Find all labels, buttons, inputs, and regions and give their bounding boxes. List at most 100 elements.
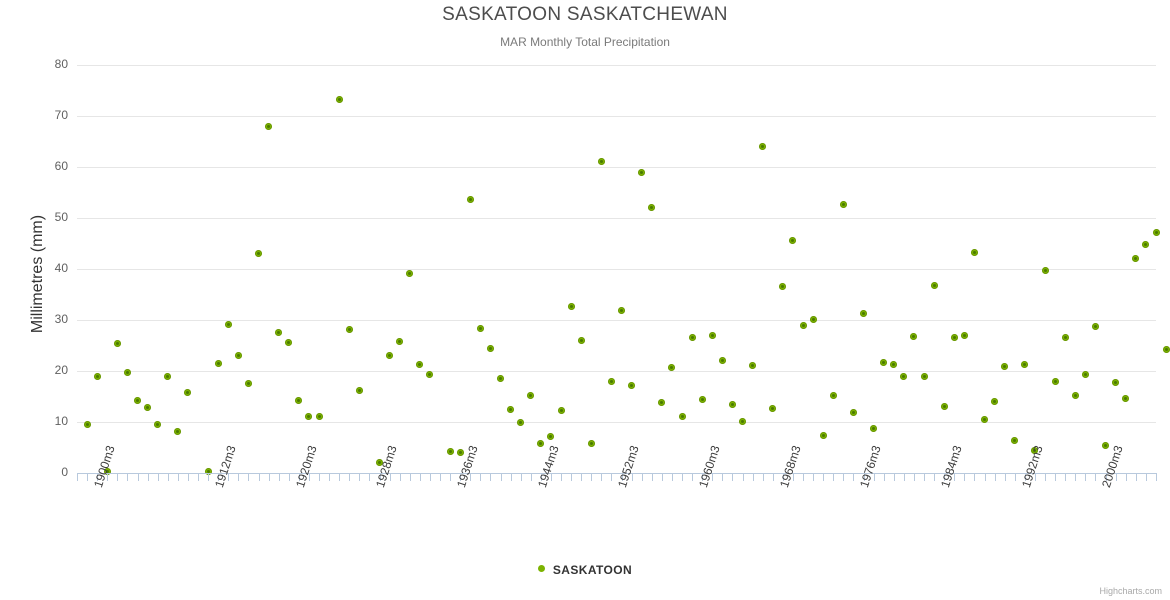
data-point[interactable] (376, 459, 384, 467)
data-point[interactable] (285, 338, 293, 346)
data-point[interactable] (123, 368, 131, 376)
data-point[interactable] (1081, 370, 1089, 378)
data-point[interactable] (476, 325, 484, 333)
data-point[interactable] (416, 361, 424, 369)
data-point[interactable] (739, 417, 747, 425)
data-point[interactable] (930, 282, 938, 290)
highcharts-credit[interactable]: Highcharts.com (1099, 586, 1162, 596)
data-point[interactable] (970, 249, 978, 257)
data-point[interactable] (315, 412, 323, 420)
data-point[interactable] (113, 340, 121, 348)
data-point[interactable] (628, 382, 636, 390)
data-point[interactable] (809, 315, 817, 323)
data-point[interactable] (214, 360, 222, 368)
data-point[interactable] (275, 329, 283, 337)
data-point[interactable] (527, 391, 535, 399)
data-point[interactable] (426, 371, 434, 379)
data-point[interactable] (1142, 241, 1150, 249)
data-point[interactable] (1162, 346, 1170, 354)
data-point[interactable] (900, 373, 908, 381)
data-point[interactable] (1031, 446, 1039, 454)
data-point[interactable] (446, 448, 454, 456)
data-point[interactable] (154, 421, 162, 429)
data-point[interactable] (406, 269, 414, 277)
legend-item-saskatoon[interactable]: SASKATOON (552, 562, 633, 577)
data-point[interactable] (839, 200, 847, 208)
data-point[interactable] (718, 356, 726, 364)
data-point[interactable] (708, 331, 716, 339)
data-point[interactable] (1132, 255, 1140, 263)
data-point[interactable] (255, 250, 262, 258)
data-point[interactable] (517, 418, 525, 426)
data-point[interactable] (607, 378, 615, 386)
data-point[interactable] (597, 158, 605, 166)
data-point[interactable] (234, 352, 242, 360)
data-point[interactable] (648, 203, 656, 211)
data-point[interactable] (335, 95, 343, 103)
data-point[interactable] (960, 332, 968, 340)
data-point[interactable] (981, 416, 989, 424)
data-point[interactable] (668, 364, 676, 372)
data-point[interactable] (305, 413, 313, 421)
data-point[interactable] (1071, 391, 1079, 399)
data-point[interactable] (184, 389, 192, 397)
data-point[interactable] (910, 332, 918, 340)
data-point[interactable] (759, 142, 767, 150)
data-point[interactable] (1102, 441, 1110, 449)
data-point[interactable] (456, 448, 464, 456)
data-point[interactable] (1011, 437, 1019, 445)
data-point[interactable] (1122, 395, 1130, 403)
data-point[interactable] (537, 440, 545, 448)
data-point[interactable] (1051, 377, 1059, 385)
data-point[interactable] (497, 374, 505, 382)
data-point[interactable] (849, 409, 857, 417)
data-point[interactable] (244, 379, 252, 387)
data-point[interactable] (991, 398, 999, 406)
data-point[interactable] (93, 372, 101, 380)
data-point[interactable] (174, 427, 182, 435)
data-point[interactable] (345, 326, 353, 334)
data-point[interactable] (688, 334, 696, 342)
data-point[interactable] (860, 309, 868, 317)
data-point[interactable] (749, 361, 757, 369)
data-point[interactable] (728, 401, 736, 409)
data-point[interactable] (870, 425, 878, 433)
data-point[interactable] (144, 404, 152, 412)
data-point[interactable] (638, 169, 646, 177)
data-point[interactable] (1152, 228, 1160, 236)
data-point[interactable] (618, 307, 626, 315)
data-point[interactable] (224, 320, 232, 328)
data-point[interactable] (547, 432, 555, 440)
data-point[interactable] (164, 372, 172, 380)
data-point[interactable] (1021, 360, 1029, 368)
data-point[interactable] (769, 404, 777, 412)
data-point[interactable] (819, 431, 827, 439)
data-point[interactable] (698, 396, 706, 404)
data-point[interactable] (386, 351, 394, 359)
data-point[interactable] (890, 361, 898, 369)
data-point[interactable] (789, 237, 797, 245)
data-point[interactable] (204, 468, 212, 476)
data-point[interactable] (1061, 334, 1069, 342)
data-point[interactable] (1001, 362, 1009, 370)
data-point[interactable] (779, 282, 787, 290)
data-point[interactable] (134, 397, 141, 405)
data-point[interactable] (557, 406, 565, 414)
data-point[interactable] (880, 358, 888, 366)
data-point[interactable] (577, 337, 585, 345)
data-point[interactable] (799, 322, 807, 330)
data-point[interactable] (103, 468, 111, 476)
data-point[interactable] (1041, 267, 1049, 275)
data-point[interactable] (940, 402, 948, 410)
data-point[interactable] (950, 333, 958, 341)
data-point[interactable] (83, 421, 91, 429)
data-point[interactable] (829, 391, 837, 399)
data-point[interactable] (486, 344, 494, 352)
data-point[interactable] (567, 303, 575, 311)
data-point[interactable] (678, 412, 686, 420)
data-point[interactable] (658, 399, 666, 407)
data-point[interactable] (466, 196, 474, 204)
data-point[interactable] (1091, 323, 1099, 331)
data-point[interactable] (355, 386, 363, 394)
data-point[interactable] (1112, 378, 1120, 386)
